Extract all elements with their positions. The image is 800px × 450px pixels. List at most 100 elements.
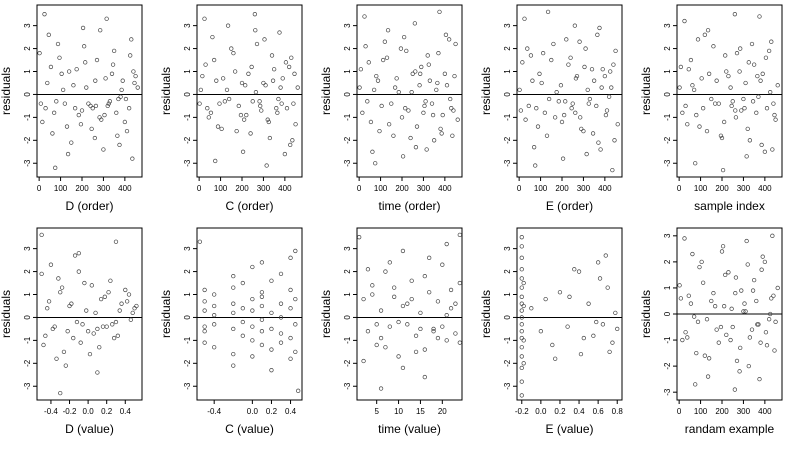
data-point (455, 117, 460, 122)
data-point (378, 335, 384, 341)
data-point (257, 99, 262, 104)
data-point (418, 326, 423, 332)
data-point (288, 356, 293, 361)
data-point (282, 151, 288, 157)
data-point (579, 126, 584, 131)
x-tick-label: 0.0 (247, 407, 259, 416)
data-point (392, 294, 397, 299)
data-point (296, 388, 301, 393)
data-point (608, 69, 613, 74)
data-point (607, 349, 612, 354)
data-point (716, 340, 721, 345)
data-point (726, 73, 731, 79)
data-point (678, 64, 684, 70)
y-tick-label: 0 (503, 92, 512, 97)
y-tick-label: -2 (23, 359, 32, 367)
data-point (292, 71, 297, 76)
data-point (378, 308, 384, 313)
data-point (597, 276, 603, 281)
data-point (422, 347, 427, 352)
data-point (704, 317, 710, 322)
data-point (46, 32, 51, 37)
data-point (766, 317, 772, 322)
data-point (693, 161, 698, 166)
scatter-panel: -3 -2 -1 0 1 2 3 0 100 200 300 400 D (order) residual… (0, 4, 143, 213)
y-tick-label: -3 (503, 382, 512, 390)
data-point (409, 296, 414, 302)
data-point (250, 308, 255, 313)
y-tick-label: -2 (663, 362, 672, 370)
x-tick-label: 100 (534, 184, 548, 193)
data-point (563, 99, 568, 104)
data-point (723, 53, 728, 58)
data-point (582, 64, 587, 70)
data-point (87, 351, 93, 357)
y-tick-label: 2 (663, 46, 672, 51)
data-point (685, 335, 690, 340)
y-tick-label: 0 (663, 92, 672, 97)
data-point (699, 76, 704, 81)
data-point (283, 60, 289, 65)
data-point (744, 154, 749, 159)
data-point (436, 51, 441, 56)
data-point (59, 285, 65, 290)
data-point (772, 112, 777, 118)
y-tick-label: 2 (663, 259, 672, 264)
data-point (429, 101, 435, 106)
data-point (457, 280, 462, 286)
data-point (704, 128, 710, 134)
y-tick-label: -1 (663, 113, 672, 121)
data-point (581, 128, 586, 134)
data-point (69, 140, 74, 145)
data-point (274, 106, 279, 111)
data-point (361, 296, 366, 302)
data-point (84, 308, 89, 313)
data-point (363, 44, 368, 49)
x-tick-label: 0.2 (554, 407, 566, 416)
data-point (240, 333, 245, 338)
data-point (539, 80, 544, 86)
x-tick-label: 0.2 (266, 407, 278, 416)
data-point (738, 46, 743, 51)
data-point (554, 89, 559, 95)
y-tick-label: -2 (23, 136, 32, 144)
x-axis-label: E (value) (545, 422, 593, 436)
data-point (200, 73, 205, 79)
x-axis-label: sample index (694, 199, 765, 213)
data-point (712, 101, 718, 106)
y-tick-label: -2 (343, 136, 352, 144)
data-point (567, 294, 572, 299)
data-point (65, 151, 71, 157)
data-point (249, 64, 254, 70)
data-point (375, 78, 381, 83)
data-point (754, 298, 759, 304)
x-tick-label: 15 (416, 407, 425, 416)
data-point (55, 41, 61, 47)
data-point (215, 124, 221, 129)
y-tick-label: 2 (183, 46, 192, 51)
data-point (521, 303, 526, 309)
data-point (134, 303, 139, 309)
x-tick-label: 0.6 (593, 407, 605, 416)
data-point (262, 37, 267, 42)
data-point (98, 28, 103, 33)
data-point (694, 112, 699, 118)
data-point (577, 39, 582, 44)
data-point (74, 319, 80, 325)
data-point (202, 329, 207, 334)
data-point (615, 326, 620, 332)
data-point (714, 327, 719, 332)
y-tick-label: 3 (183, 246, 192, 251)
data-point (763, 55, 769, 60)
data-point (401, 34, 407, 40)
y-tick-label: 0 (503, 315, 512, 320)
data-point (695, 37, 701, 42)
data-point (379, 103, 384, 109)
data-point (422, 374, 427, 380)
data-point (682, 236, 687, 241)
data-point (718, 133, 724, 138)
data-point (576, 269, 582, 274)
data-point (569, 106, 574, 111)
data-point (76, 112, 81, 118)
data-point (733, 275, 739, 280)
